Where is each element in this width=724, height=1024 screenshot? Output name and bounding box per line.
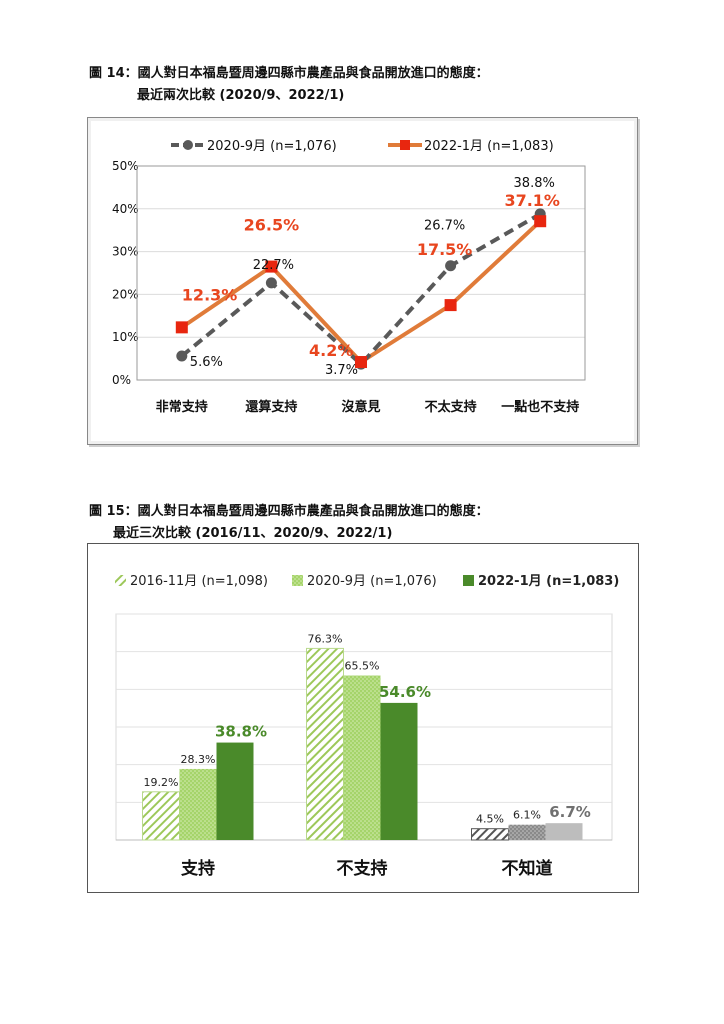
legend-marker-2022 xyxy=(400,140,410,150)
x-tick-label: 不支持 xyxy=(337,858,388,879)
point-2022 xyxy=(175,321,188,334)
data-label-2022: 26.5% xyxy=(244,216,300,235)
bar xyxy=(545,823,583,840)
bar xyxy=(216,742,254,840)
bar-value-label: 65.5% xyxy=(345,660,380,673)
x-tick-label: 支持 xyxy=(181,858,215,879)
x-tick-label: 非常支持 xyxy=(156,399,208,415)
data-label-2020: 22.7% xyxy=(253,258,294,273)
legend-swatch xyxy=(115,575,126,586)
point-2020 xyxy=(445,260,457,272)
figure-15-subtitle: 最近三次比較 (2016/11、2020/9、2022/1) xyxy=(113,526,393,541)
data-label-2020: 38.8% xyxy=(514,176,555,191)
data-label-2022: 17.5% xyxy=(417,240,473,259)
data-label-2022: 37.1% xyxy=(504,191,560,210)
y-tick-label: 50% xyxy=(112,159,139,173)
data-label-2022: 12.3% xyxy=(182,285,238,304)
point-2020 xyxy=(176,350,188,362)
legend-label-2020: 2020-9月 (n=1,076) xyxy=(207,139,337,154)
y-tick-label: 30% xyxy=(112,245,139,259)
legend-swatch xyxy=(463,575,474,586)
bar xyxy=(142,791,180,841)
point-2020 xyxy=(265,277,277,289)
y-tick-label: 10% xyxy=(112,330,139,344)
bar xyxy=(380,702,418,840)
x-tick-label: 還算支持 xyxy=(245,399,297,415)
legend-label: 2020-9月 (n=1,076) xyxy=(307,574,437,589)
bar xyxy=(471,828,509,841)
legend-label: 2022-1月 (n=1,083) xyxy=(478,574,619,589)
legend-label-2022: 2022-1月 (n=1,083) xyxy=(424,139,554,154)
bar-value-label: 28.3% xyxy=(181,753,216,766)
figure-14-subtitle: 最近兩次比較 (2020/9、2022/1) xyxy=(137,88,345,103)
y-tick-label: 40% xyxy=(112,202,139,216)
line-chart-frame xyxy=(87,117,638,445)
point-2022 xyxy=(444,299,457,312)
data-label-2020: 5.6% xyxy=(190,355,223,370)
data-label-2020: 26.7% xyxy=(424,219,465,234)
data-label-2020: 3.7% xyxy=(325,363,358,378)
x-tick-label: 一點也不支持 xyxy=(501,399,579,415)
bar-value-label: 76.3% xyxy=(308,632,343,645)
bar-value-label: 38.8% xyxy=(215,723,267,741)
series-line-2020 xyxy=(180,212,542,367)
plot-area xyxy=(136,165,586,381)
bar-value-label: 54.6% xyxy=(379,683,431,701)
figure-14-title: 圖 14：國人對日本福島暨周邊四縣市農產品與食品開放進口的態度： xyxy=(89,66,489,81)
x-tick-label: 沒意見 xyxy=(341,399,380,415)
bar xyxy=(508,824,546,840)
x-tick-label: 不太支持 xyxy=(425,399,477,415)
legend-marker-2020 xyxy=(183,140,193,150)
bar xyxy=(179,768,217,840)
point-2022 xyxy=(534,215,547,228)
legend-swatch xyxy=(292,575,303,586)
point-2022 xyxy=(265,260,278,273)
data-label-2022: 4.2% xyxy=(309,341,353,360)
bar-value-label: 6.1% xyxy=(513,809,541,822)
point-2022 xyxy=(355,356,367,369)
bar-value-label: 4.5% xyxy=(476,813,504,826)
y-tick-label: 20% xyxy=(112,287,139,301)
legend-label: 2016-11月 (n=1,098) xyxy=(130,574,268,589)
bar-value-label: 6.7% xyxy=(549,803,591,821)
x-tick-label: 不知道 xyxy=(502,858,553,879)
bar xyxy=(343,675,381,840)
bar-value-label: 19.2% xyxy=(144,776,179,789)
y-tick-label: 0% xyxy=(112,373,131,387)
figure-15-title: 圖 15：國人對日本福島暨周邊四縣市農產品與食品開放進口的態度： xyxy=(89,504,489,519)
bar xyxy=(306,647,344,841)
